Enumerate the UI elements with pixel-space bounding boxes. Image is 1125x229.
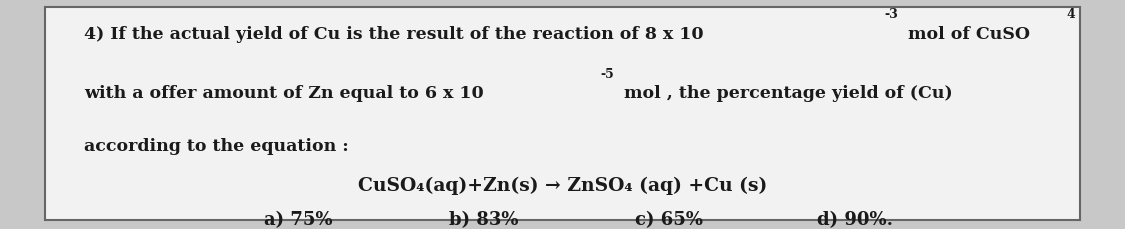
Text: with a offer amount of Zn equal to 6 x 10: with a offer amount of Zn equal to 6 x 1…	[84, 85, 484, 102]
Text: b) 83%: b) 83%	[449, 211, 519, 229]
Text: -5: -5	[600, 68, 614, 81]
Text: mol , the percentage yield of (Cu): mol , the percentage yield of (Cu)	[618, 85, 953, 102]
FancyBboxPatch shape	[45, 7, 1080, 220]
Text: CuSO₄(aq)+Zn(s) → ZnSO₄ (aq) +Cu (s): CuSO₄(aq)+Zn(s) → ZnSO₄ (aq) +Cu (s)	[358, 176, 767, 195]
Text: c) 65%: c) 65%	[636, 211, 703, 229]
Text: a) 75%: a) 75%	[263, 211, 333, 229]
Text: 4) If the actual yield of Cu is the result of the reaction of 8 x 10: 4) If the actual yield of Cu is the resu…	[84, 26, 704, 43]
Text: according to the equation :: according to the equation :	[84, 138, 349, 155]
Text: mol of CuSO: mol of CuSO	[901, 26, 1029, 43]
Text: -3: -3	[884, 8, 898, 21]
Text: d) 90%.: d) 90%.	[817, 211, 893, 229]
Text: 4: 4	[1066, 8, 1076, 21]
